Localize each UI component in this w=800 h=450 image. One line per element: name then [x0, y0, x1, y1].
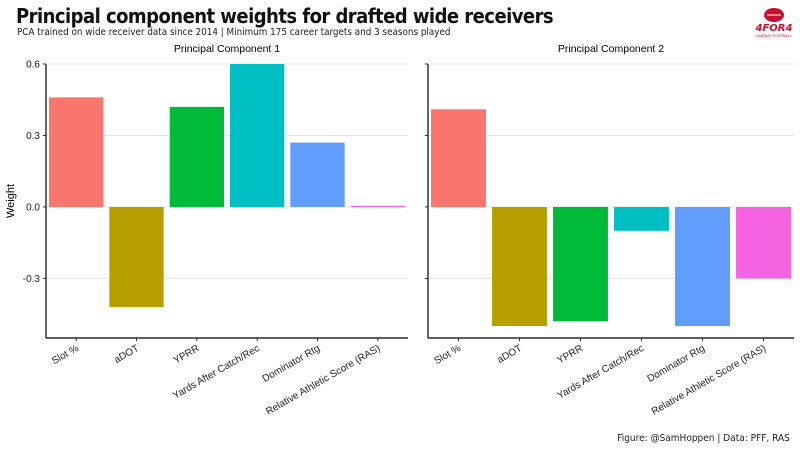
x-tick-label-2-5: Dominator Rtg — [646, 343, 707, 385]
facet-label-1: Principal Component 1 — [174, 43, 280, 55]
facet-label-2: Principal Component 2 — [558, 43, 664, 55]
y-tick-label-1: 0.0 — [26, 202, 40, 213]
bar-pc2-2 — [492, 206, 547, 327]
figure-caption: Figure: @SamHoppen | Data: PFF, RAS — [617, 433, 790, 444]
x-tick-label-1-2: aDOT — [112, 343, 141, 366]
x-tick-label-2-2: aDOT — [495, 343, 524, 366]
x-tick-label-2-3: YPRR — [555, 343, 585, 366]
x-tick-label-1-3: YPRR — [172, 343, 202, 366]
bar-pc1-4 — [230, 64, 285, 207]
x-tick-label-1-6: Relative Athletic Score (RAS) — [264, 343, 382, 418]
x-tick-label-2-6: Relative Athletic Score (RAS) — [650, 343, 768, 418]
bar-pc1-6 — [350, 205, 405, 207]
y-tick-label-0: -0.3 — [23, 274, 41, 285]
chart-title: Principal component weights for drafted … — [16, 4, 554, 28]
bar-pc2-5 — [675, 206, 730, 327]
y-tick-label-3: 0.6 — [26, 60, 40, 71]
brand-logo: 4FOR4 FANTASY FOOTBALL — [755, 8, 793, 38]
bar-pc1-2 — [109, 206, 164, 308]
bar-pc2-4 — [614, 206, 669, 231]
bar-pc1-5 — [290, 142, 345, 207]
bar-pc2-6 — [736, 206, 791, 279]
y-tick-label-2: 0.3 — [26, 131, 40, 142]
logo-subtext: FANTASY FOOTBALL — [756, 34, 792, 38]
bar-pc2-1 — [431, 109, 486, 207]
x-tick-label-1-1: Slot % — [50, 343, 81, 367]
bar-pc2-3 — [553, 206, 608, 322]
logo-text: 4FOR4 — [755, 23, 793, 34]
bar-pc1-3 — [169, 106, 224, 207]
bar-pc1-1 — [49, 97, 104, 207]
x-tick-label-1-5: Dominator Rtg — [261, 343, 322, 385]
x-tick-label-2-1: Slot % — [432, 343, 463, 367]
y-axis-label: Weight — [5, 184, 17, 218]
chart-subtitle: PCA trained on wide receiver data since … — [17, 27, 451, 38]
